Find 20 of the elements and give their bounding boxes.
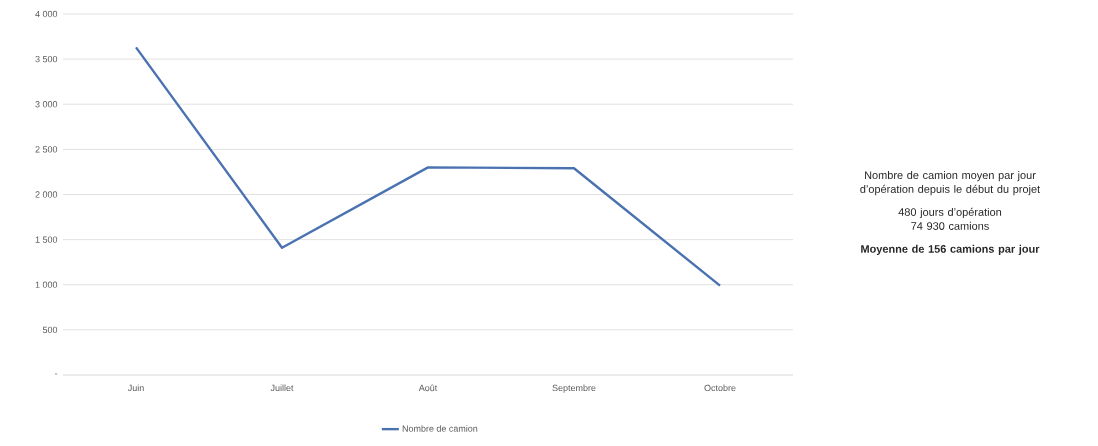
x-tick-label: Août — [418, 384, 438, 392]
y-tick-label: 500 — [42, 326, 58, 334]
y-tick-label: 2 500 — [35, 146, 58, 153]
y-tick-label: - — [54, 373, 58, 375]
text: Nombre de camion moyen par jour d’opération depuis le début du projet — [860, 170, 1041, 196]
text: Moyenne de 156 camions par jour — [861, 244, 1040, 255]
line-series — [134, 46, 722, 287]
x-tick-label: Juillet — [270, 384, 294, 392]
text: 480 jours d’opération — [898, 207, 1002, 219]
y-tick-label: 1 000 — [35, 281, 58, 288]
x-tick-label: Juin — [127, 384, 144, 392]
y-tick-label: 1 500 — [35, 236, 58, 243]
y-tick-label: 3 000 — [35, 101, 58, 108]
legend-label: Nombre de camion — [402, 425, 478, 432]
y-tick-label: 3 500 — [35, 55, 58, 63]
x-tick-label: Octobre — [704, 384, 736, 392]
text: 74 930 camions — [911, 221, 989, 230]
y-tick-label: 2 000 — [35, 191, 58, 198]
y-tick-label: 4 000 — [35, 10, 58, 18]
x-tick-label: Septembre — [552, 384, 596, 393]
